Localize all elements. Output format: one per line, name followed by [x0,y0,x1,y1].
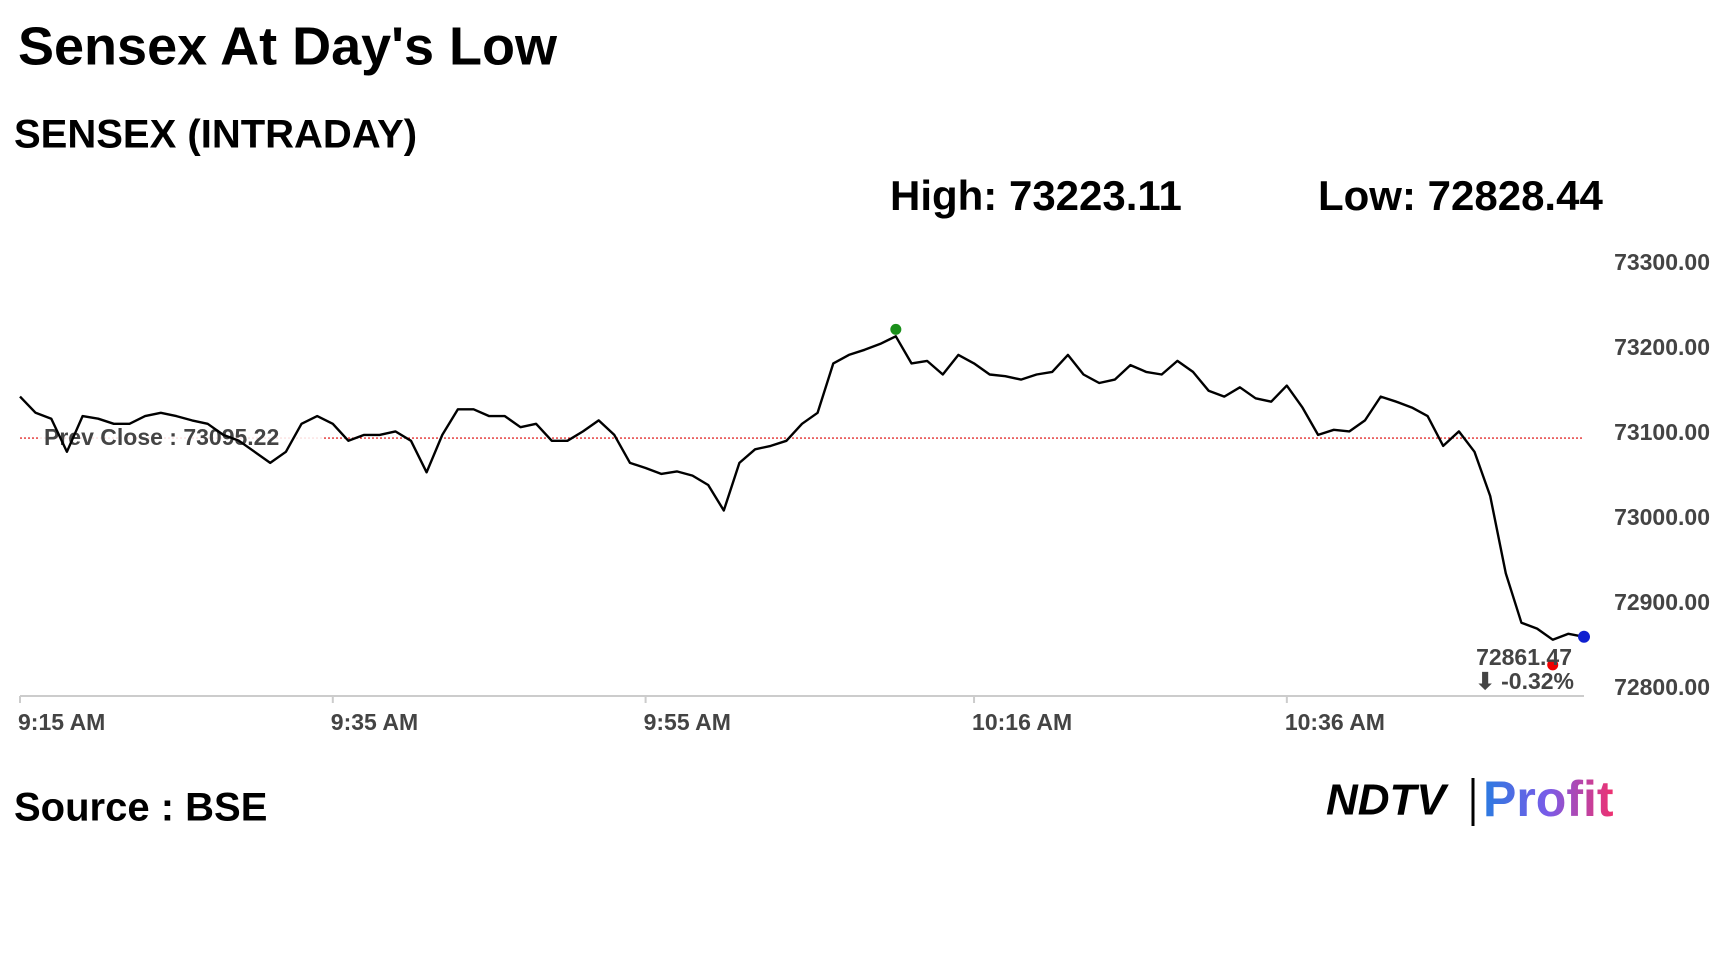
low-marker [1547,659,1559,671]
y-tick-label: 73100.00 [1614,419,1710,445]
last-value-label: 72861.47 [1476,644,1572,670]
brand-ndtv: NDTV [1326,776,1449,825]
x-tick-label: 10:16 AM [972,709,1072,735]
chart-title: Sensex At Day's Low [18,16,558,76]
x-tick-label: 9:35 AM [331,709,418,735]
price-line [19,335,1585,641]
x-tick-label: 10:36 AM [1285,709,1385,735]
y-tick-label: 72900.00 [1614,589,1710,615]
high-label: High: 73223.11 [890,172,1182,219]
prev-close-bg [40,422,322,453]
y-tick-label: 73200.00 [1614,334,1710,360]
prev-close-label: Prev Close : 73095.22 [44,424,279,450]
x-tick-label: 9:15 AM [18,709,105,735]
last-marker [1578,630,1590,643]
y-tick-label: 73300.00 [1614,249,1710,275]
y-tick-label: 72800.00 [1614,674,1710,700]
high-marker [890,323,902,335]
plot-area: 72800.00 72900.00 73000.00 73100.00 73200.00… [18,249,1710,735]
chart-subtitle: SENSEX (INTRADAY) [14,113,417,157]
brand-profit: Profit [1483,771,1614,827]
change-label: ⬇ -0.32% [1475,668,1574,694]
low-label: Low: 72828.44 [1318,172,1603,219]
source: Source : BSE [14,786,267,830]
y-tick-label: 73000.00 [1614,504,1710,530]
x-tick-label: 9:55 AM [644,709,731,735]
